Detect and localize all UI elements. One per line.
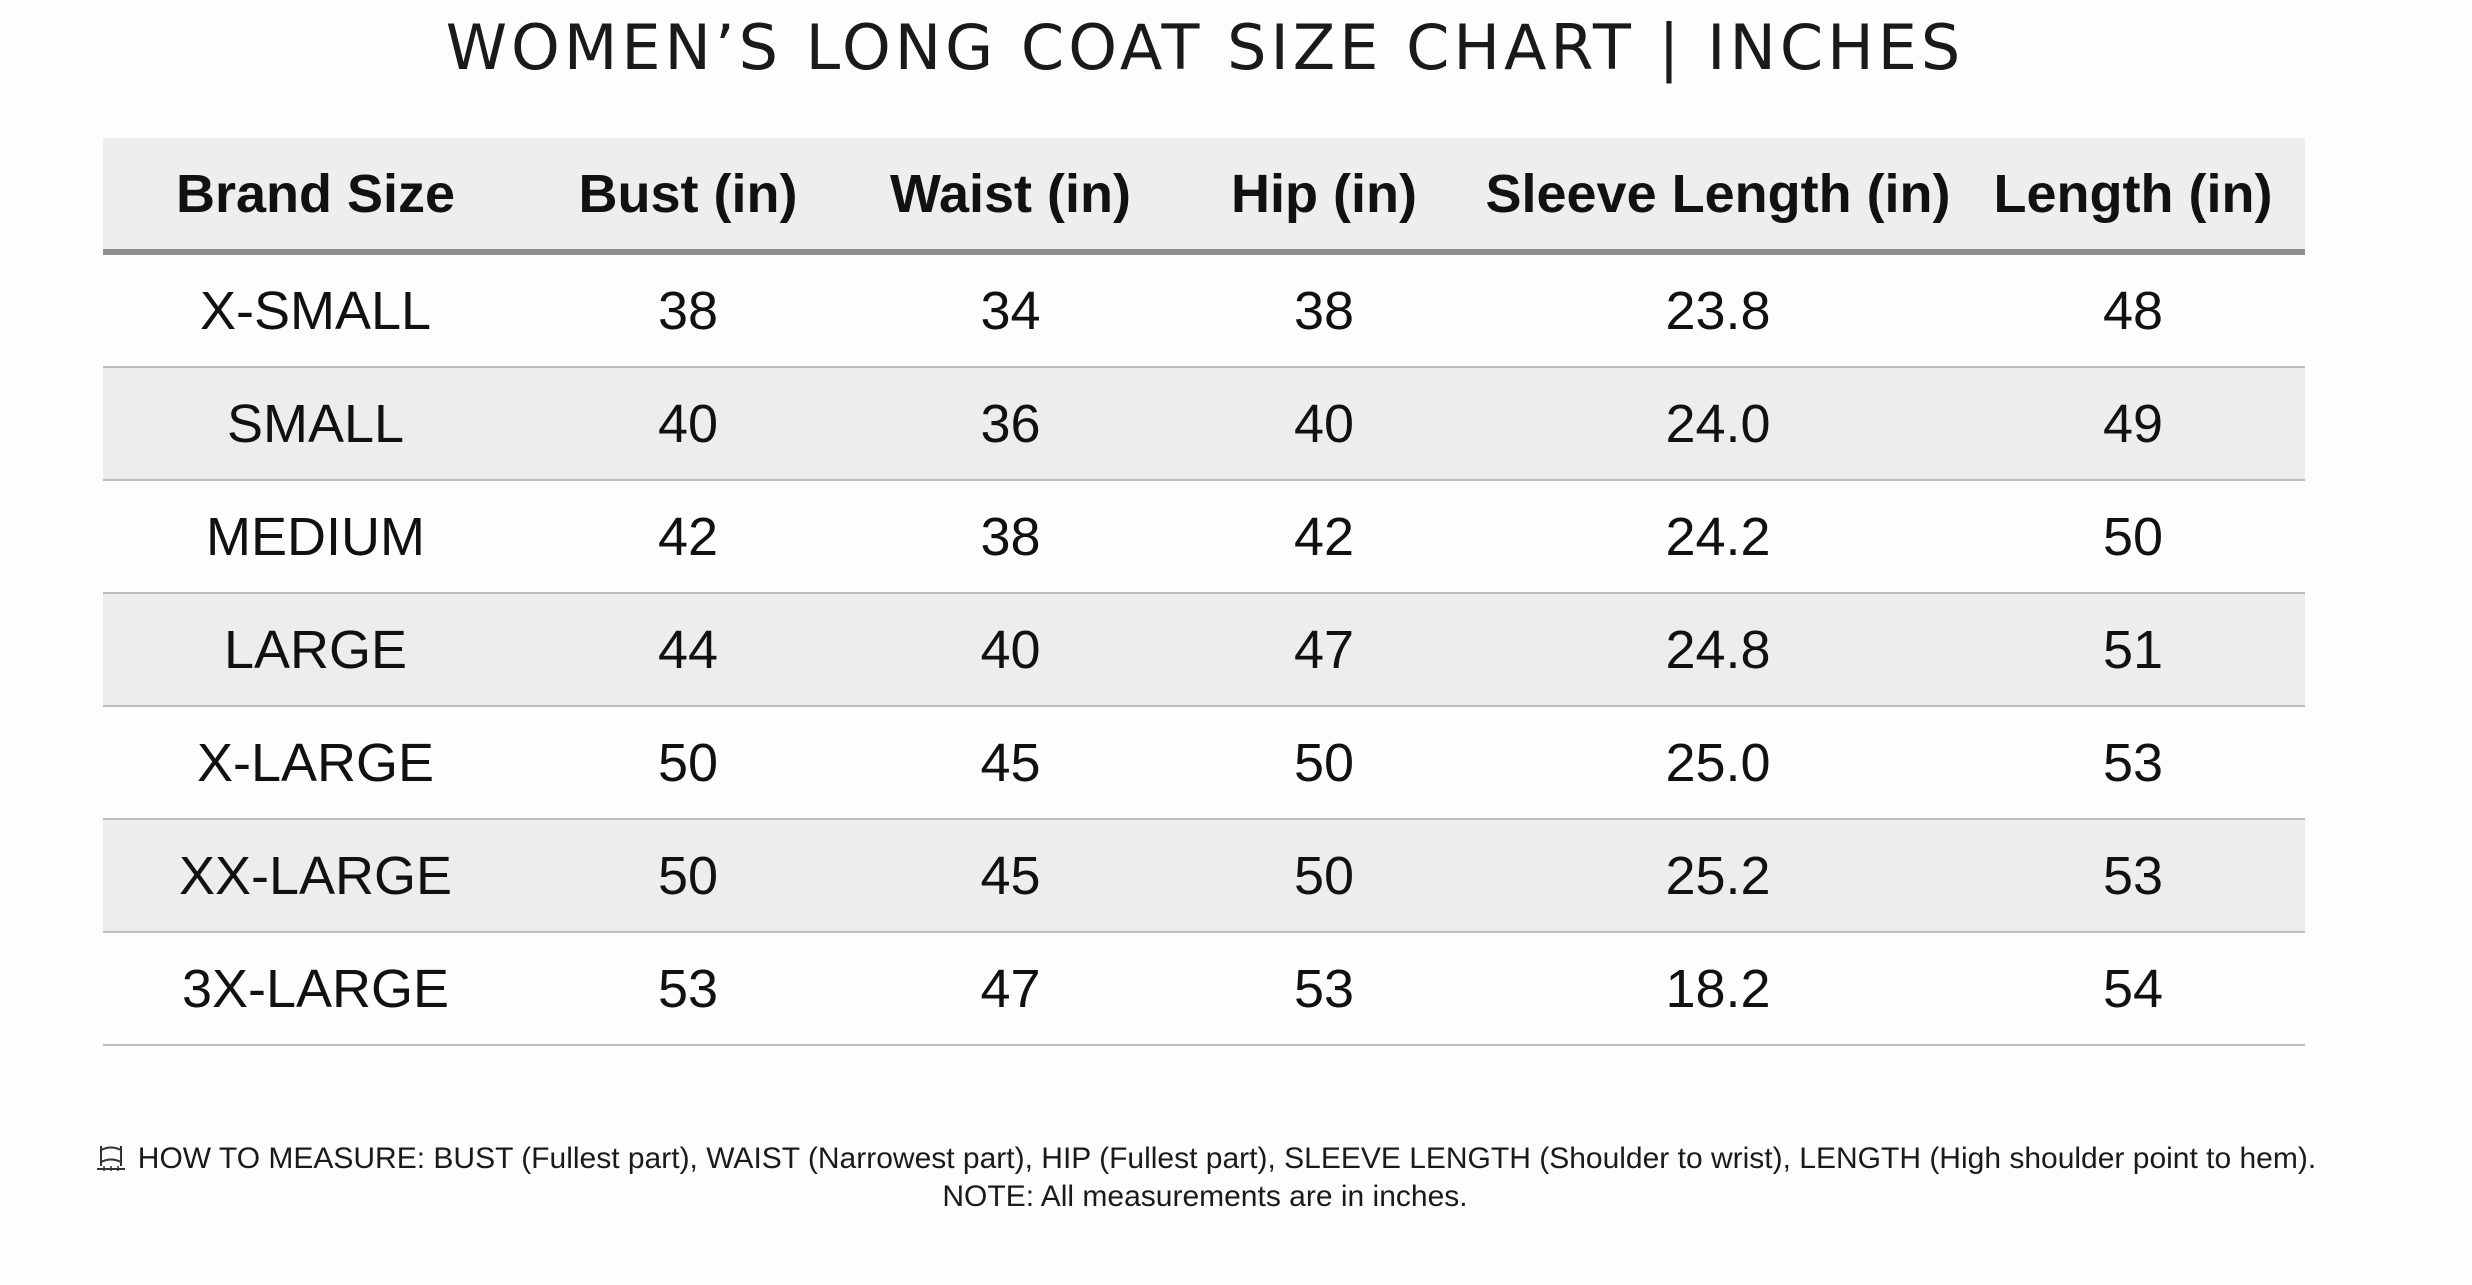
cell-sleeve-length: 24.2 [1665,506,1771,567]
cell-brand-size: X-LARGE [196,732,435,793]
cell-hip: 42 [1293,506,1355,567]
cell-length: 48 [2102,280,2164,341]
measuring-tape-icon [96,1146,125,1171]
cell-hip: 50 [1293,732,1355,793]
size-chart-table: Brand Size Bust (in) Waist (in) Hip (in)… [103,138,2305,1046]
table-row: 3X-LARGE 53 47 53 18.2 54 [103,933,2305,1046]
cell-brand-size: LARGE [223,619,408,680]
cell-brand-size: 3X-LARGE [181,958,450,1019]
table-row: MEDIUM 42 38 42 24.2 50 [103,481,2305,594]
page-title: WOMEN’S LONG COAT SIZE CHART | INCHES [445,11,1965,84]
cell-length: 51 [2102,619,2164,680]
cell-waist: 40 [980,619,1041,680]
cell-bust: 44 [657,619,719,680]
cell-sleeve-length: 24.0 [1665,393,1771,454]
header-hip: Hip (in) [1231,163,1417,224]
cell-bust: 50 [657,732,719,793]
measurement-units-note: NOTE: All measurements are in inches. [942,1180,1468,1213]
table-row: X-SMALL 38 34 38 23.8 48 [103,255,2305,368]
cell-brand-size: X-SMALL [199,280,432,341]
table-row: SMALL 40 36 40 24.0 49 [103,368,2305,481]
table-row: LARGE 44 40 47 24.8 51 [103,594,2305,707]
cell-waist: 45 [980,732,1041,793]
cell-hip: 40 [1293,393,1355,454]
header-waist: Waist (in) [890,163,1131,224]
header-bust: Bust (in) [578,163,798,224]
cell-waist: 38 [980,506,1041,567]
cell-hip: 47 [1293,619,1355,680]
cell-sleeve-length: 18.2 [1665,958,1771,1019]
cell-brand-size: MEDIUM [206,506,425,567]
header-length: Length (in) [1993,163,2273,224]
header-brand-size: Brand Size [175,163,456,224]
cell-waist: 45 [980,845,1041,906]
cell-waist: 36 [980,393,1041,454]
cell-brand-size: XX-LARGE [178,845,453,906]
table-header-row: Brand Size Bust (in) Waist (in) Hip (in)… [103,138,2305,255]
how-to-measure-note: HOW TO MEASURE: BUST (Fullest part), WAI… [0,1142,2410,1176]
cell-bust: 53 [657,958,719,1019]
table-row: X-LARGE 50 45 50 25.0 53 [103,707,2305,820]
cell-length: 50 [2102,506,2164,567]
cell-sleeve-length: 24.8 [1665,619,1771,680]
cell-length: 53 [2102,845,2164,906]
cell-waist: 47 [980,958,1041,1019]
cell-hip: 38 [1293,280,1355,341]
cell-bust: 40 [657,393,719,454]
cell-length: 49 [2102,393,2164,454]
header-sleeve-length: Sleeve Length (in) [1485,163,1951,224]
cell-sleeve-length: 25.2 [1665,845,1771,906]
how-to-measure-text: HOW TO MEASURE: BUST (Fullest part), WAI… [137,1142,2317,1175]
table-row: XX-LARGE 50 45 50 25.2 53 [103,820,2305,933]
cell-sleeve-length: 25.0 [1665,732,1771,793]
cell-brand-size: SMALL [226,393,405,454]
cell-waist: 34 [980,280,1041,341]
cell-sleeve-length: 23.8 [1665,280,1771,341]
cell-hip: 53 [1293,958,1355,1019]
cell-bust: 50 [657,845,719,906]
cell-bust: 42 [657,506,719,567]
cell-length: 54 [2102,958,2164,1019]
cell-bust: 38 [657,280,719,341]
cell-hip: 50 [1293,845,1355,906]
cell-length: 53 [2102,732,2164,793]
